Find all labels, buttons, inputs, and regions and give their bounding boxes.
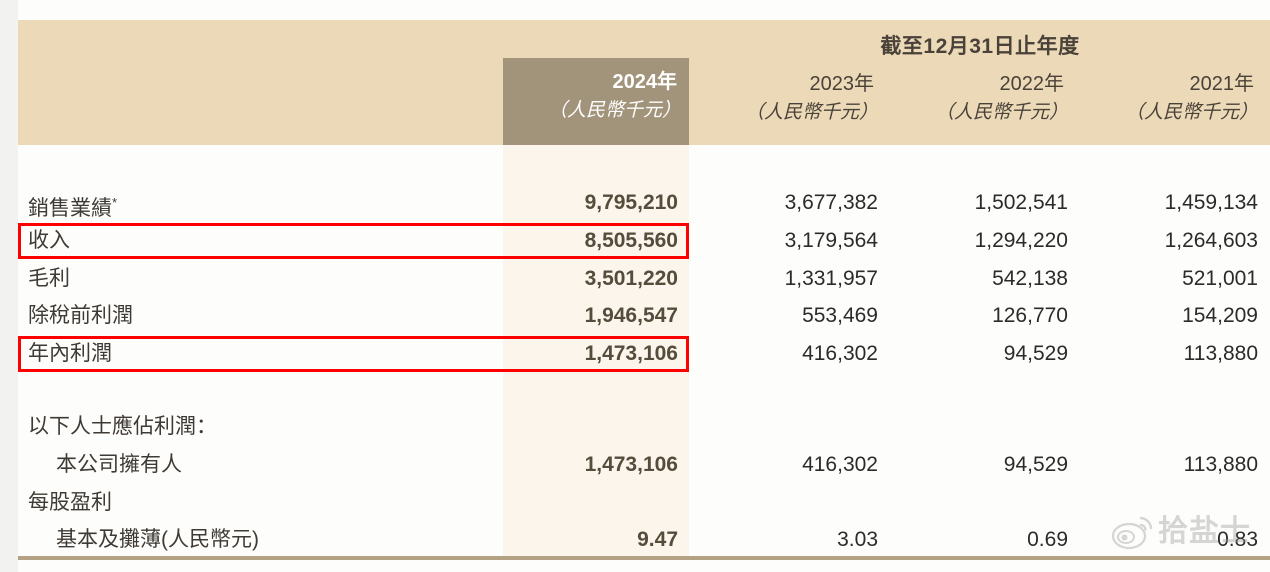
table-row-label-profit-before-tax: 除稅前利潤 (28, 304, 133, 327)
column-header-2023: 2023年 （人民幣千元） (700, 70, 886, 128)
weibo-icon (1112, 516, 1153, 550)
column-header-2024-unit: （人民幣千元） (547, 100, 681, 121)
cell-profit-for-year-2023: 416,302 (802, 342, 878, 365)
column-header-2024: 2024年 （人民幣千元） (503, 68, 689, 126)
cell-sales-2024: 9,795,210 (584, 191, 678, 214)
page-left-gutter (0, 0, 18, 572)
cell-profit-before-tax-2022: 126,770 (992, 304, 1068, 327)
cell-sales-2021: 1,459,134 (1164, 191, 1258, 214)
period-title: 截至12月31日止年度 (880, 35, 1080, 58)
cell-revenue-2024: 8,505,560 (584, 229, 678, 252)
column-header-2022: 2022年 （人民幣千元） (890, 70, 1076, 128)
cell-profit-before-tax-2021: 154,209 (1182, 304, 1258, 327)
column-header-2023-year: 2023年 (809, 73, 875, 95)
table-row-label-revenue: 收入 (28, 229, 70, 252)
table-row-label-gross-profit: 毛利 (28, 267, 70, 290)
selected-column-header-background (503, 58, 689, 145)
watermark: 拾盐士 (1112, 508, 1262, 556)
cell-profit-for-year-2021: 113,880 (1183, 342, 1258, 365)
column-header-2022-unit: （人民幣千元） (934, 102, 1068, 123)
column-header-2024-year: 2024年 (612, 71, 678, 93)
cell-gross-profit-2023: 1,331,957 (784, 267, 878, 290)
cell-gross-profit-2021: 521,001 (1182, 267, 1258, 290)
cell-revenue-2023: 3,179,564 (784, 229, 878, 252)
table-bottom-rule (18, 556, 1270, 560)
row-footnote-marker: * (112, 195, 118, 210)
cell-revenue-2021: 1,264,603 (1164, 229, 1258, 252)
cell-owners-2024: 1,473,106 (584, 453, 678, 476)
cell-eps-2021: 0.83 (1217, 528, 1258, 551)
column-header-2021-year: 2021年 (1189, 73, 1255, 95)
column-header-2022-year: 2022年 (999, 73, 1065, 95)
cell-profit-before-tax-2023: 553,469 (802, 304, 878, 327)
section-label-earnings-per-share: 每股盈利 (28, 491, 112, 514)
cell-eps-2024: 9.47 (637, 528, 678, 551)
cell-profit-for-year-2022: 94,529 (1003, 342, 1068, 365)
cell-owners-2023: 416,302 (802, 453, 878, 476)
cell-owners-2021: 113,880 (1183, 453, 1258, 476)
column-header-2023-unit: （人民幣千元） (744, 102, 878, 123)
watermark-text: 拾盐士 (1158, 515, 1251, 548)
cell-gross-profit-2024: 3,501,220 (584, 267, 678, 290)
cell-eps-2022: 0.69 (1027, 528, 1068, 551)
cell-profit-for-year-2024: 1,473,106 (584, 342, 678, 365)
cell-gross-profit-2022: 542,138 (992, 267, 1068, 290)
selected-column-body-background (503, 145, 689, 558)
section-label-profit-attributable: 以下人士應佔利潤： (28, 415, 217, 438)
cell-revenue-2022: 1,294,220 (974, 229, 1068, 252)
cell-eps-2023: 3.03 (837, 528, 878, 551)
table-row-label-sales: 銷售業績* (28, 190, 117, 222)
table-row-label-owners-of-company: 本公司擁有人 (56, 453, 182, 476)
column-header-2021-unit: （人民幣千元） (1124, 102, 1258, 123)
column-header-2021: 2021年 （人民幣千元） (1080, 70, 1266, 128)
row-label-text: 銷售業績 (28, 197, 112, 220)
cell-profit-before-tax-2024: 1,946,547 (584, 304, 678, 327)
table-row-label-profit-for-year: 年內利潤 (28, 342, 112, 365)
cell-sales-2022: 1,502,541 (974, 191, 1068, 214)
cell-owners-2022: 94,529 (1003, 453, 1068, 476)
table-row-label-basic-diluted-eps: 基本及攤薄(人民幣元) (56, 528, 259, 551)
cell-sales-2023: 3,677,382 (784, 191, 878, 214)
